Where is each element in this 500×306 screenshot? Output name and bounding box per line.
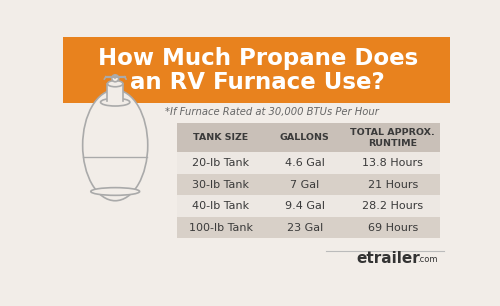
Text: 69 Hours: 69 Hours (368, 223, 418, 233)
Text: *If Furnace Rated at 30,000 BTUs Per Hour: *If Furnace Rated at 30,000 BTUs Per Hou… (165, 107, 378, 117)
Ellipse shape (100, 98, 130, 106)
Bar (108, 84, 123, 101)
Text: 7 Gal: 7 Gal (290, 180, 320, 189)
Ellipse shape (108, 80, 123, 87)
Bar (177, 123, 440, 152)
Text: 4.6 Gal: 4.6 Gal (285, 158, 325, 168)
Bar (177, 195, 440, 217)
Text: How Much Propane Does: How Much Propane Does (98, 47, 418, 70)
Text: an RV Furnace Use?: an RV Furnace Use? (130, 71, 385, 95)
Text: TOTAL APPROX.
RUNTIME: TOTAL APPROX. RUNTIME (350, 128, 435, 147)
Text: 21 Hours: 21 Hours (368, 180, 418, 189)
Bar (177, 174, 440, 195)
Text: 23 Gal: 23 Gal (286, 223, 323, 233)
Bar (177, 152, 440, 174)
Ellipse shape (82, 90, 148, 201)
Text: GALLONS: GALLONS (280, 133, 330, 142)
Text: 100-lb Tank: 100-lb Tank (188, 223, 252, 233)
Text: 9.4 Gal: 9.4 Gal (284, 201, 325, 211)
Circle shape (112, 75, 118, 82)
Text: 40-lb Tank: 40-lb Tank (192, 201, 249, 211)
Text: 13.8 Hours: 13.8 Hours (362, 158, 423, 168)
Text: 28.2 Hours: 28.2 Hours (362, 201, 423, 211)
Text: 30-lb Tank: 30-lb Tank (192, 180, 249, 189)
Text: etrailer: etrailer (356, 251, 420, 266)
Ellipse shape (91, 188, 140, 195)
Text: 20-lb Tank: 20-lb Tank (192, 158, 249, 168)
Text: .com: .com (418, 255, 438, 264)
Text: TANK SIZE: TANK SIZE (193, 133, 248, 142)
Bar (177, 217, 440, 238)
Bar (62, 37, 450, 103)
